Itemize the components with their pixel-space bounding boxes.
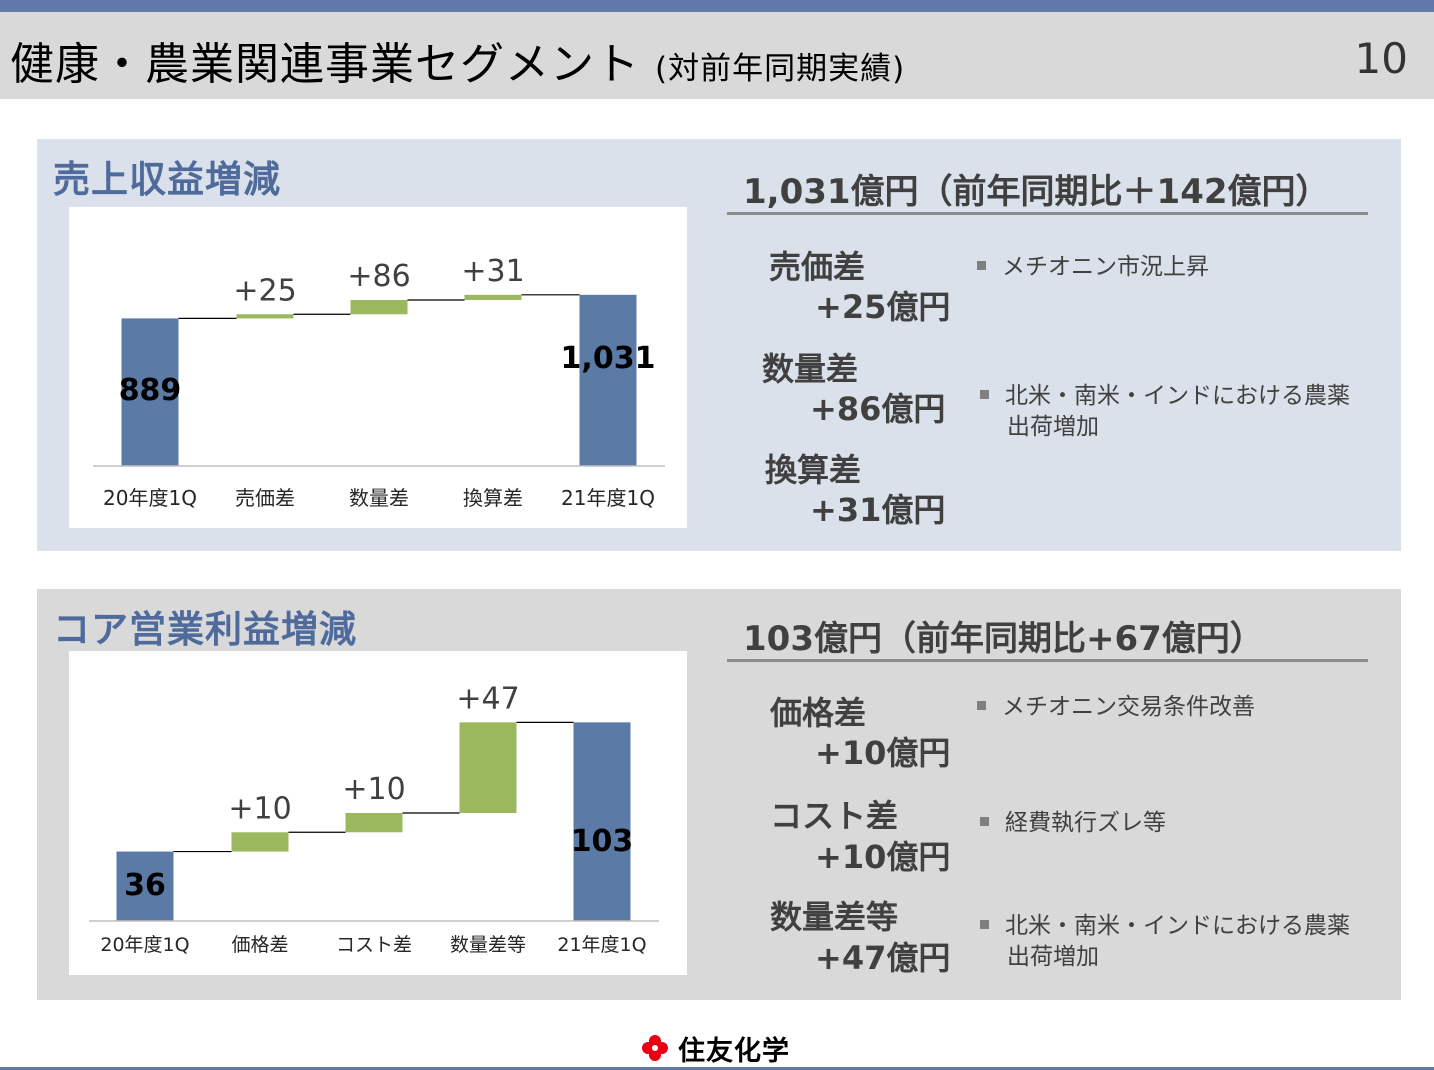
- profit-item-note: 北米・南米・インドにおける農薬 出荷増加: [980, 911, 1350, 973]
- profit-headline: 103億円（前年同期比+67億円）: [743, 619, 1264, 659]
- revenue-chart-box: 889 +25 +86 +31 1,031 20年度1Q 売価差 数量差 換算差 21年度1Q: [69, 207, 687, 528]
- bar-value-label: +10: [228, 791, 291, 826]
- logo-mark-icon: [642, 1035, 668, 1061]
- total-bar: [116, 851, 174, 921]
- note-line: 北米・南米・インドにおける農薬: [1005, 383, 1350, 409]
- revenue-item-note: 北米・南米・インドにおける農薬 出荷増加: [980, 381, 1350, 443]
- page-title: 健康・農業関連事業セグメント (対前年同期実績): [10, 28, 905, 92]
- profit-item-label: 価格差: [770, 694, 867, 732]
- title-bar: 健康・農業関連事業セグメント (対前年同期実績) 10: [0, 12, 1434, 99]
- total-bar: [121, 318, 179, 466]
- bar-value-label: +47: [456, 681, 519, 716]
- revenue-item-value: +25億円: [815, 288, 951, 326]
- revenue-headline: 1,031億円（前年同期比＋142億円）: [743, 172, 1330, 212]
- profit-item-label: 数量差等: [770, 898, 899, 936]
- bullet-icon: [980, 817, 989, 826]
- note-line: 経費執行ズレ等: [1005, 810, 1166, 836]
- revenue-waterfall-chart: 889 +25 +86 +31 1,031 20年度1Q 売価差 数量差 換算差 21年度1Q: [93, 254, 665, 510]
- page-title-subtitle: (対前年同期実績): [655, 51, 906, 87]
- profit-item-note: メチオニン交易条件改善: [977, 692, 1255, 723]
- increase-bar: [345, 813, 403, 833]
- bar-value-label: 1,031: [561, 341, 656, 376]
- profit-waterfall-chart: 36 +10 +10 +47 103 20年度1Q 価格差 コスト差 数量差等 21年度1Q: [89, 681, 659, 956]
- note-line: 北米・南米・インドにおける農薬: [1005, 913, 1350, 939]
- revenue-item-note: メチオニン市況上昇: [977, 252, 1209, 283]
- profit-panel: コア営業利益増減 36 +10 +10 +47 103 20年度1Q 価格差 コスト差 数量差等…: [37, 589, 1401, 1000]
- x-tick-label: 数量差等: [450, 934, 526, 956]
- revenue-item-value: +86億円: [810, 390, 946, 428]
- x-tick-label: 20年度1Q: [100, 934, 189, 956]
- bullet-icon: [980, 920, 989, 929]
- revenue-item-value: +31億円: [810, 491, 946, 529]
- x-tick-label: 売価差: [235, 486, 295, 510]
- increase-bar: [350, 299, 408, 315]
- bar-value-label: +25: [233, 273, 296, 308]
- profit-chart-box: 36 +10 +10 +47 103 20年度1Q 価格差 コスト差 数量差等 21年度1Q: [69, 651, 687, 975]
- profit-item-value: +47億円: [815, 939, 951, 977]
- revenue-item-label: 売価差: [769, 248, 866, 286]
- bar-value-label: 889: [119, 373, 182, 408]
- revenue-panel: 売上収益増減 889 +25 +86 +31 1,031 20年度1Q 売価差 数量差 換算差 2…: [37, 139, 1401, 551]
- bullet-icon: [977, 701, 986, 710]
- company-logo: 住友化学: [640, 1030, 790, 1067]
- x-tick-label: コスト差: [336, 934, 412, 956]
- increase-bar: [231, 832, 289, 852]
- page-number: 10: [1354, 34, 1408, 83]
- page-title-main: 健康・農業関連事業セグメント: [10, 39, 640, 90]
- revenue-item-label: 換算差: [765, 451, 862, 489]
- x-tick-label: 数量差: [349, 486, 409, 510]
- bullet-icon: [980, 390, 989, 399]
- increase-bar: [236, 314, 294, 319]
- bar-value-label: 103: [571, 824, 634, 859]
- x-tick-label: 価格差: [231, 934, 288, 956]
- note-line: 出荷増加: [1007, 944, 1099, 970]
- x-tick-label: 21年度1Q: [561, 486, 655, 510]
- x-tick-label: 21年度1Q: [557, 934, 646, 956]
- top-accent-bar: [0, 0, 1434, 12]
- x-tick-label: 20年度1Q: [103, 486, 197, 510]
- total-bar: [573, 722, 631, 921]
- company-name: 住友化学: [678, 1035, 790, 1067]
- bar-value-label: +10: [342, 772, 405, 807]
- profit-item-label: コスト差: [770, 797, 899, 835]
- increase-bar: [459, 722, 517, 813]
- x-tick-label: 換算差: [463, 486, 523, 510]
- total-bar: [579, 294, 637, 466]
- increase-bar: [464, 294, 522, 300]
- note-line: メチオニン市況上昇: [1002, 254, 1209, 280]
- bullet-icon: [977, 261, 986, 270]
- profit-item-value: +10億円: [815, 838, 951, 876]
- bar-value-label: +86: [347, 259, 410, 294]
- bar-value-label: +31: [461, 254, 524, 289]
- profit-item-value: +10億円: [815, 734, 951, 772]
- profit-headline-rule: [727, 659, 1368, 662]
- revenue-headline-rule: [727, 212, 1368, 215]
- note-line: 出荷増加: [1007, 414, 1099, 440]
- revenue-item-label: 数量差: [762, 350, 859, 388]
- bar-value-label: 36: [124, 868, 166, 903]
- bottom-accent-bar: [0, 1067, 1434, 1070]
- revenue-panel-title: 売上収益増減: [53, 158, 281, 201]
- profit-panel-title: コア営業利益増減: [53, 608, 357, 651]
- note-line: メチオニン交易条件改善: [1002, 694, 1255, 720]
- profit-item-note: 経費執行ズレ等: [980, 808, 1166, 839]
